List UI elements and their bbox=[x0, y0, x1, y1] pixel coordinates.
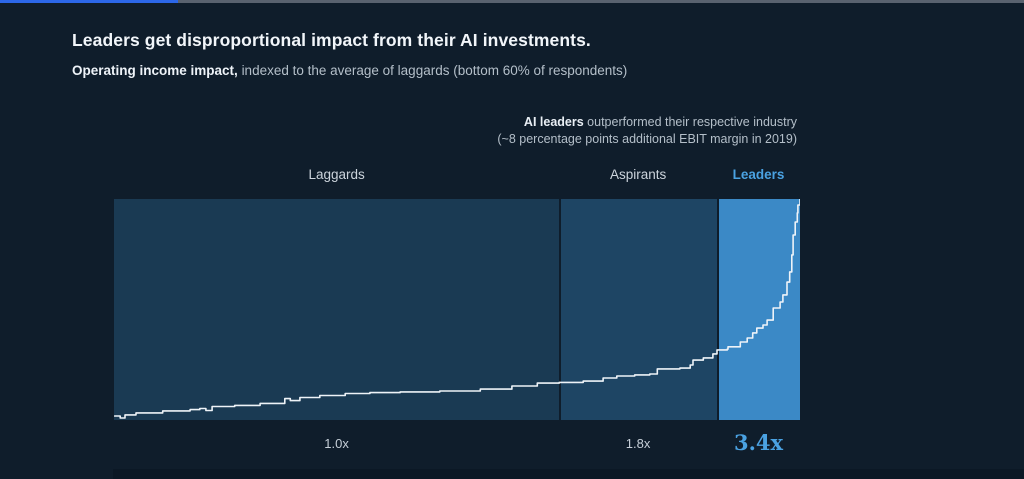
page-title: Leaders get disproportional impact from … bbox=[72, 30, 591, 50]
subtitle-rest: indexed to the average of laggards (bott… bbox=[241, 63, 628, 78]
band-aspirants bbox=[559, 199, 717, 420]
distribution-chart: Laggards Aspirants Leaders 1.0x 1.8x 3.4… bbox=[114, 167, 800, 457]
slide-bottom-edge bbox=[113, 469, 1024, 479]
annotation-line-1: AI leaders outperformed their respective… bbox=[497, 114, 797, 131]
leaders-annotation: AI leaders outperformed their respective… bbox=[497, 114, 797, 148]
band-leaders bbox=[716, 199, 800, 420]
value-leaders: 3.4x bbox=[733, 430, 784, 455]
annotation-line1-rest: outperformed their respective industry bbox=[587, 115, 797, 129]
segment-label-row: Laggards Aspirants Leaders bbox=[114, 167, 800, 185]
plot-area bbox=[114, 199, 800, 420]
page-subtitle: Operating income impact, indexed to the … bbox=[72, 63, 627, 78]
band-laggards bbox=[114, 199, 560, 420]
annotation-line-2: (~8 percentage points additional EBIT ma… bbox=[497, 132, 797, 146]
segment-label-aspirants: Aspirants bbox=[609, 167, 667, 182]
distribution-curve bbox=[114, 199, 800, 419]
value-label-row: 1.0x 1.8x 3.4x bbox=[114, 430, 800, 457]
curve-path bbox=[114, 199, 800, 419]
segment-label-leaders: Leaders bbox=[732, 167, 785, 182]
subtitle-emphasis: Operating income impact, bbox=[72, 63, 238, 78]
progress-bar-fill bbox=[0, 0, 178, 3]
segment-label-laggards: Laggards bbox=[308, 167, 365, 182]
value-aspirants: 1.8x bbox=[625, 436, 651, 451]
value-laggards: 1.0x bbox=[324, 436, 349, 451]
annotation-emphasis: AI leaders bbox=[523, 115, 584, 129]
progress-bar-track bbox=[0, 0, 1024, 3]
